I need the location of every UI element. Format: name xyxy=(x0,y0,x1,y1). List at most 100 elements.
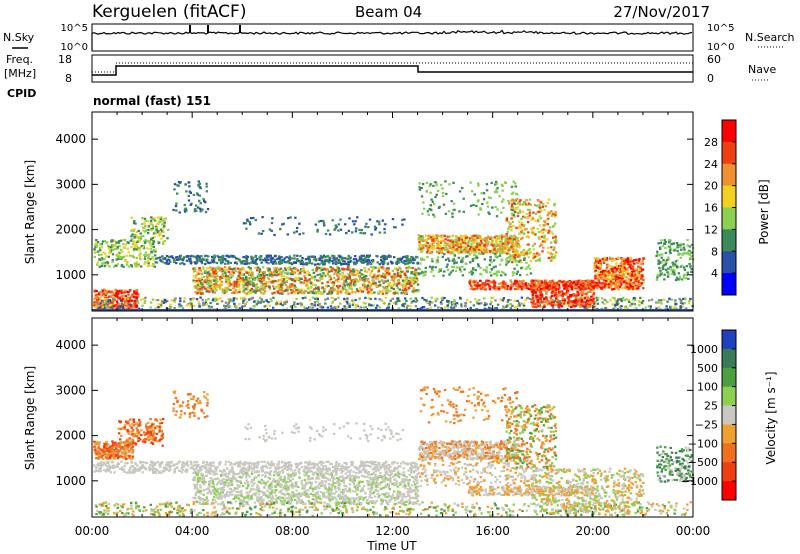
power-echo xyxy=(613,258,617,261)
power-echo xyxy=(465,244,469,247)
power-echo xyxy=(481,283,484,287)
power-echo xyxy=(597,285,600,288)
power-echo xyxy=(105,300,108,303)
power-echo xyxy=(577,294,580,297)
power-echo xyxy=(624,280,627,283)
power-echo xyxy=(404,260,407,263)
power-echo xyxy=(331,254,334,257)
power-echo xyxy=(341,267,344,270)
power-echo xyxy=(625,271,628,274)
power-echo xyxy=(101,289,104,292)
power-echo xyxy=(130,229,133,232)
power-echo xyxy=(159,233,162,236)
power-echo xyxy=(508,247,511,250)
power-echo xyxy=(183,300,186,303)
power-echo xyxy=(282,290,285,293)
power-echo xyxy=(301,257,304,260)
power-echo xyxy=(578,297,582,300)
power-echo xyxy=(113,307,116,310)
power-echo xyxy=(439,269,442,272)
power-echo xyxy=(555,282,559,285)
power-echo xyxy=(617,298,620,301)
power-echo xyxy=(380,259,383,262)
power-echo xyxy=(581,281,585,285)
power-echo xyxy=(231,268,235,271)
power-echo xyxy=(507,299,510,302)
power-echo xyxy=(402,305,405,308)
power-echo xyxy=(117,257,120,261)
power-echo xyxy=(618,298,622,301)
power-echo xyxy=(215,261,219,264)
power-echo xyxy=(542,284,545,287)
power-echo xyxy=(211,299,215,302)
power-echo xyxy=(135,289,139,292)
power-echo xyxy=(621,257,624,260)
power-echo xyxy=(637,259,641,262)
power-echo xyxy=(136,300,139,303)
power-echo xyxy=(454,304,457,308)
power-echo xyxy=(551,289,555,292)
power-echo xyxy=(96,303,99,306)
power-echo xyxy=(174,256,178,259)
power-echo xyxy=(355,259,359,263)
power-echo xyxy=(109,301,112,304)
power-echo xyxy=(334,298,337,301)
power-echo xyxy=(490,241,493,244)
power-echo xyxy=(293,257,296,260)
power-echo xyxy=(593,307,596,310)
power-echo xyxy=(527,287,531,291)
power-echo xyxy=(203,279,207,282)
power-echo xyxy=(422,246,425,249)
power-echo xyxy=(242,284,245,287)
power-echo xyxy=(313,258,316,261)
power-echo xyxy=(497,250,500,253)
power-echo xyxy=(406,282,409,285)
power-echo xyxy=(189,258,192,261)
power-echo xyxy=(459,246,462,249)
power-echo xyxy=(130,305,133,308)
power-echo xyxy=(658,301,661,304)
power-echo xyxy=(432,245,435,249)
power-echo xyxy=(418,241,421,244)
power-echo xyxy=(237,279,241,282)
power-echo xyxy=(484,288,487,291)
power-echo xyxy=(500,274,503,277)
power-echo xyxy=(136,236,139,239)
power-echo xyxy=(282,259,285,262)
power-echo xyxy=(303,271,306,274)
power-echo xyxy=(522,279,525,282)
power-echo xyxy=(402,256,405,259)
power-echo xyxy=(376,220,379,223)
power-echo xyxy=(152,263,155,266)
power-echo xyxy=(535,297,538,300)
power-echo xyxy=(602,269,605,273)
power-echo xyxy=(638,304,641,307)
power-echo xyxy=(337,275,340,278)
power-echo xyxy=(452,266,456,269)
power-echo xyxy=(393,283,396,286)
power-echo xyxy=(324,258,327,261)
power-echo xyxy=(211,267,214,270)
power-echo xyxy=(239,277,242,280)
power-echo xyxy=(479,266,482,269)
power-echo xyxy=(451,252,455,255)
power-echo xyxy=(435,237,439,240)
power-echo xyxy=(506,261,509,264)
power-echo xyxy=(603,271,606,274)
power-echo xyxy=(608,256,612,259)
power-echo xyxy=(401,304,404,307)
power-echo xyxy=(138,237,141,240)
power-echo xyxy=(261,271,264,274)
power-echo xyxy=(252,290,256,293)
power-echo xyxy=(234,305,237,308)
power-echo xyxy=(485,271,488,274)
power-echo xyxy=(366,284,369,287)
power-echo xyxy=(471,271,475,274)
power-echo xyxy=(473,284,476,287)
power-echo xyxy=(254,219,257,222)
power-echo xyxy=(484,238,487,241)
power-echo xyxy=(161,223,164,226)
power-echo xyxy=(448,273,451,276)
power-echo xyxy=(272,271,275,274)
power-echo xyxy=(378,280,381,283)
